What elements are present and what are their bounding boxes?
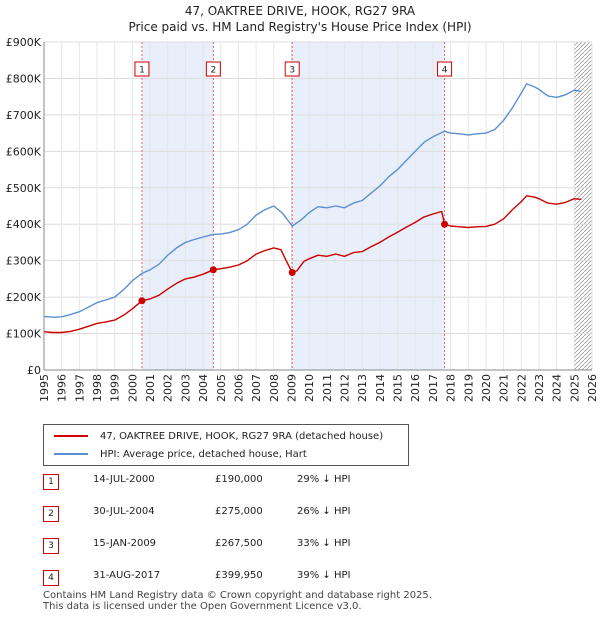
x-tick-label: 2009: [285, 374, 298, 402]
sale-badge: 1: [43, 474, 59, 490]
footer-line-1: Contains HM Land Registry data © Crown c…: [43, 590, 432, 601]
sale-label-box: [205, 61, 221, 77]
x-tick-label: 2010: [303, 374, 316, 402]
legend-label-property: 47, OAKTREE DRIVE, HOOK, RG27 9RA (detac…: [100, 430, 384, 442]
sale-price: £399,950: [215, 570, 263, 581]
legend-item-hpi: HPI: Average price, detached house, Hart: [54, 446, 307, 462]
ownership-band: [141, 42, 214, 370]
sale-label: 2: [210, 66, 216, 76]
legend-swatch-hpi: [54, 453, 88, 455]
y-tick-label: £500K: [6, 182, 42, 195]
sale-label-box: [134, 61, 150, 77]
sale-point: [441, 220, 449, 228]
x-tick-label: 2017: [427, 374, 440, 402]
chart-legend: 47, OAKTREE DRIVE, HOOK, RG27 9RA (detac…: [43, 424, 409, 466]
sale-label: 4: [442, 66, 448, 76]
footer: Contains HM Land Registry data © Crown c…: [43, 590, 432, 612]
x-tick-label: 2025: [568, 374, 581, 402]
table-row: 3 15-JAN-2009 £267,500 33% ↓ HPI: [43, 538, 403, 554]
table-row: 4 31-AUG-2017 £399,950 39% ↓ HPI: [43, 570, 403, 586]
sale-label: 1: [139, 66, 145, 76]
sale-price: £267,500: [215, 538, 263, 549]
sale-point: [138, 297, 146, 305]
x-tick-label: 2024: [551, 374, 564, 402]
sale-label: 3: [289, 66, 295, 76]
x-tick-label: 2012: [339, 374, 352, 402]
sale-hpi-diff: 26% ↓ HPI: [297, 506, 351, 517]
price-chart: 1 2 3 4 £0 £100K £200K £300K £400K £500K £600K £70…: [6, 36, 599, 402]
y-tick-label: £300K: [6, 255, 42, 268]
x-tick-label: 1999: [109, 374, 122, 402]
table-row: 1 14-JUL-2000 £190,000 29% ↓ HPI: [43, 474, 403, 490]
x-tick-label: 2006: [232, 374, 245, 402]
legend-label-hpi: HPI: Average price, detached house, Hart: [100, 448, 307, 460]
x-tick-label: 2011: [321, 374, 334, 402]
x-tick-label: 2013: [356, 374, 369, 402]
y-tick-label: £600K: [6, 145, 42, 158]
y-tick-label: £700K: [6, 109, 42, 122]
x-tick-label: 2003: [179, 374, 192, 402]
sale-badge: 2: [43, 506, 59, 522]
page-subtitle: Price paid vs. HM Land Registry's House …: [128, 20, 472, 34]
sale-hpi-diff: 29% ↓ HPI: [297, 474, 351, 485]
x-tick-label: 2015: [392, 374, 405, 402]
x-tick-label: 2021: [498, 374, 511, 402]
legend-item-property: 47, OAKTREE DRIVE, HOOK, RG27 9RA (detac…: [54, 428, 383, 444]
x-tick-label: 2020: [480, 374, 493, 402]
y-tick-label: £200K: [6, 291, 42, 304]
hpi-line: [43, 83, 582, 318]
table-row: 2 30-JUL-2004 £275,000 26% ↓ HPI: [43, 506, 403, 522]
x-tick-label: 2023: [533, 374, 546, 402]
sale-date: 31-AUG-2017: [93, 570, 161, 581]
x-tick-label: 2007: [250, 374, 263, 402]
sale-badge: 3: [43, 538, 59, 554]
x-tick-label: 2002: [162, 374, 175, 402]
x-tick-label: 2004: [197, 374, 210, 402]
footer-line-2: This data is licensed under the Open Gov…: [43, 601, 362, 612]
x-tick-label: 1998: [91, 374, 104, 402]
x-tick-label: 2005: [215, 374, 228, 402]
sale-label-box: [284, 61, 300, 77]
sale-badge: 4: [43, 570, 59, 586]
x-tick-label: 2008: [268, 374, 281, 402]
y-tick-label: £0: [27, 364, 41, 377]
x-tick-label: 2016: [409, 374, 422, 402]
x-tick-label: 1996: [56, 374, 69, 402]
sale-date: 15-JAN-2009: [93, 538, 157, 549]
sale-price: £190,000: [215, 474, 263, 485]
x-tick-label: 2026: [586, 374, 599, 402]
sale-point: [209, 266, 217, 274]
sale-price: £275,000: [215, 506, 263, 517]
y-tick-label: £400K: [6, 218, 42, 231]
sale-hpi-diff: 39% ↓ HPI: [297, 570, 351, 581]
x-tick-label: 2018: [445, 374, 458, 402]
x-tick-label: 2000: [126, 374, 139, 402]
x-tick-label: 2022: [515, 374, 528, 402]
sale-date: 14-JUL-2000: [93, 474, 155, 485]
sale-hpi-diff: 33% ↓ HPI: [297, 538, 351, 549]
y-tick-label: £800K: [6, 72, 42, 85]
x-tick-label: 2001: [144, 374, 157, 402]
sale-point: [288, 269, 296, 277]
sale-date: 30-JUL-2004: [93, 506, 155, 517]
ownership-band: [292, 42, 445, 370]
legend-swatch-property: [54, 435, 88, 437]
y-tick-label: £100K: [6, 328, 42, 341]
x-tick-label: 1995: [38, 374, 51, 402]
hatched-region: [574, 42, 592, 370]
y-tick-label: £900K: [6, 36, 42, 49]
x-tick-label: 2019: [462, 374, 475, 402]
sale-label-box: [437, 61, 453, 77]
x-tick-label: 2014: [374, 374, 387, 402]
x-tick-label: 1997: [73, 374, 86, 402]
page-title: 47, OAKTREE DRIVE, HOOK, RG27 9RA: [184, 4, 416, 18]
